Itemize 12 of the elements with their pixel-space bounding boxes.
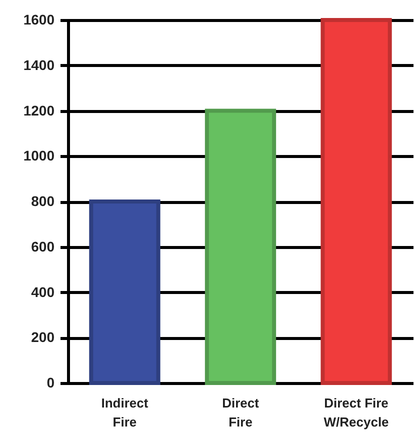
x-tick-label: Indirect Fire [101, 396, 149, 430]
y-tick-label: 1000 [23, 148, 55, 164]
y-tick-label: 800 [31, 193, 55, 209]
y-tick-label: 200 [31, 329, 55, 346]
x-tick-label: Direct Fire W/Recycle [324, 396, 389, 430]
y-tick-label: 0 [46, 374, 55, 390]
y-tick-label: 1400 [23, 56, 55, 73]
y-tick-label: 1600 [23, 12, 55, 28]
y-tick-label: 600 [31, 238, 55, 254]
y-tick-label: 400 [31, 284, 55, 300]
x-tick-label: Direct Fire [222, 396, 260, 430]
y-tick-label: 1200 [23, 102, 55, 118]
